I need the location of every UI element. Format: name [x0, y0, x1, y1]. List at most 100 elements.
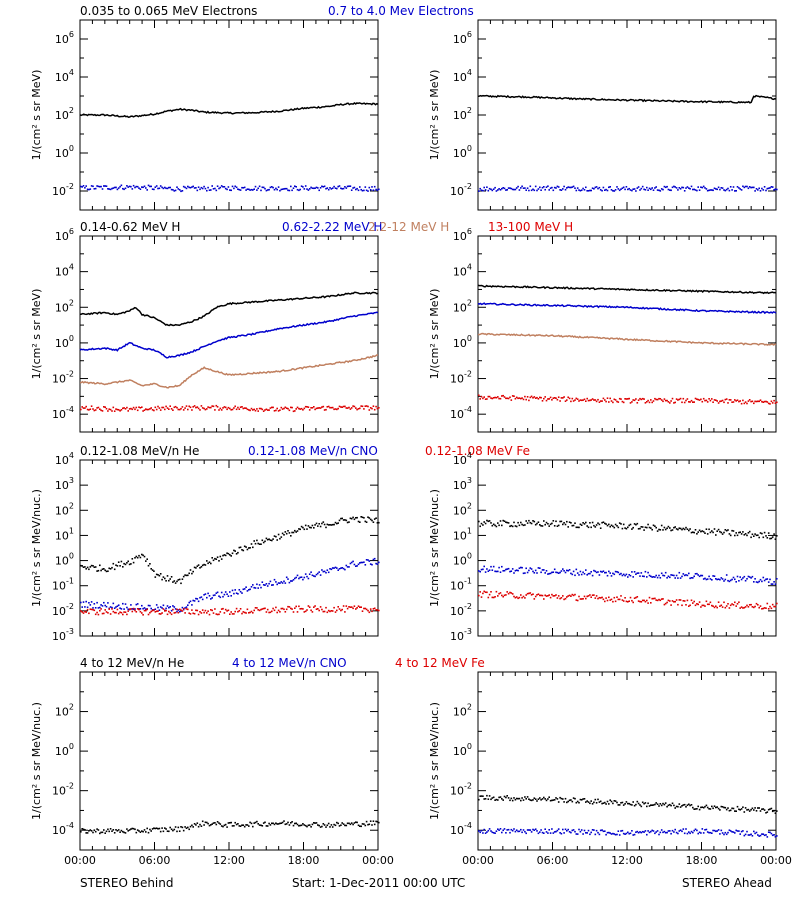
- data-point: [636, 830, 639, 833]
- data-point: [681, 575, 683, 578]
- data-point: [97, 185, 100, 188]
- data-point: [277, 186, 280, 188]
- data-point: [478, 594, 480, 597]
- data-point: [652, 830, 655, 832]
- data-point: [660, 524, 663, 527]
- data-point: [770, 832, 773, 835]
- data-point: [748, 810, 751, 812]
- data-point: [526, 592, 529, 595]
- data-point: [690, 577, 693, 579]
- data-point: [119, 831, 121, 833]
- data-point: [303, 824, 306, 826]
- data-point: [580, 573, 583, 576]
- data-point: [369, 189, 372, 191]
- data-point: [200, 405, 203, 407]
- data-point: [196, 598, 199, 600]
- data-point: [279, 611, 281, 613]
- data-point: [492, 397, 495, 399]
- data-point: [729, 830, 732, 832]
- data-point: [557, 572, 560, 574]
- data-point: [177, 579, 180, 581]
- data-point: [494, 186, 496, 189]
- data-point: [618, 189, 621, 192]
- data-point: [736, 534, 739, 537]
- data-point: [560, 570, 563, 572]
- data-point: [265, 537, 268, 540]
- data-point: [486, 591, 488, 594]
- data-point: [296, 823, 299, 826]
- data-point: [755, 581, 758, 583]
- x-tick-label: 18:00: [686, 854, 718, 867]
- data-point: [169, 186, 171, 189]
- data-point: [593, 594, 595, 596]
- data-point: [357, 824, 360, 827]
- data-point: [625, 801, 628, 803]
- data-point: [494, 570, 496, 573]
- data-point: [579, 189, 582, 192]
- data-point: [299, 608, 301, 610]
- data-point: [593, 524, 595, 527]
- data-point: [589, 572, 591, 575]
- data-point: [325, 571, 327, 574]
- data-point: [599, 527, 602, 529]
- data-point: [291, 608, 293, 610]
- data-point: [660, 804, 663, 807]
- data-point: [210, 406, 212, 409]
- data-point: [84, 187, 86, 189]
- data-point: [633, 833, 636, 836]
- data-point: [541, 186, 544, 189]
- data-point: [359, 521, 361, 523]
- data-point: [712, 401, 714, 403]
- data-point: [767, 831, 770, 833]
- data-point: [658, 574, 660, 577]
- data-point: [609, 397, 611, 400]
- data-point: [136, 829, 139, 831]
- data-point: [658, 397, 660, 400]
- data-point: [725, 398, 728, 400]
- data-point: [681, 805, 683, 807]
- data-point: [514, 596, 517, 599]
- data-point: [300, 185, 303, 187]
- data-point: [212, 594, 215, 597]
- data-point: [165, 405, 167, 408]
- data-point: [625, 398, 628, 400]
- data-point: [176, 610, 178, 613]
- data-point: [583, 189, 586, 191]
- data-point: [126, 613, 128, 616]
- data-point: [692, 531, 694, 533]
- data-point: [211, 597, 213, 599]
- data-point: [614, 833, 617, 836]
- data-point: [662, 529, 664, 531]
- data-point: [771, 810, 774, 813]
- data-point: [716, 606, 718, 609]
- data-point: [659, 529, 662, 531]
- data-point: [697, 603, 699, 606]
- data-point: [113, 832, 116, 834]
- data-point: [88, 602, 90, 604]
- data-point: [127, 608, 129, 611]
- data-point: [153, 827, 155, 829]
- data-point: [567, 569, 569, 572]
- data-point: [149, 604, 151, 607]
- data-point: [501, 798, 503, 800]
- data-point: [153, 609, 155, 611]
- data-point: [348, 566, 350, 568]
- data-point: [181, 406, 184, 408]
- data-point: [487, 520, 490, 523]
- data-point: [659, 190, 662, 192]
- data-point: [620, 802, 622, 804]
- data-point: [146, 408, 148, 411]
- y-tick-label: 10-2: [450, 182, 472, 198]
- data-point: [185, 827, 188, 829]
- data-point: [480, 395, 483, 398]
- data-point: [184, 607, 186, 609]
- data-point: [223, 406, 226, 408]
- data-point: [579, 523, 582, 526]
- data-point: [92, 185, 94, 188]
- data-point: [724, 529, 727, 531]
- data-point: [575, 833, 578, 835]
- data-point: [200, 186, 203, 189]
- data-point: [243, 407, 246, 409]
- data-point: [230, 611, 232, 613]
- data-point: [342, 567, 345, 570]
